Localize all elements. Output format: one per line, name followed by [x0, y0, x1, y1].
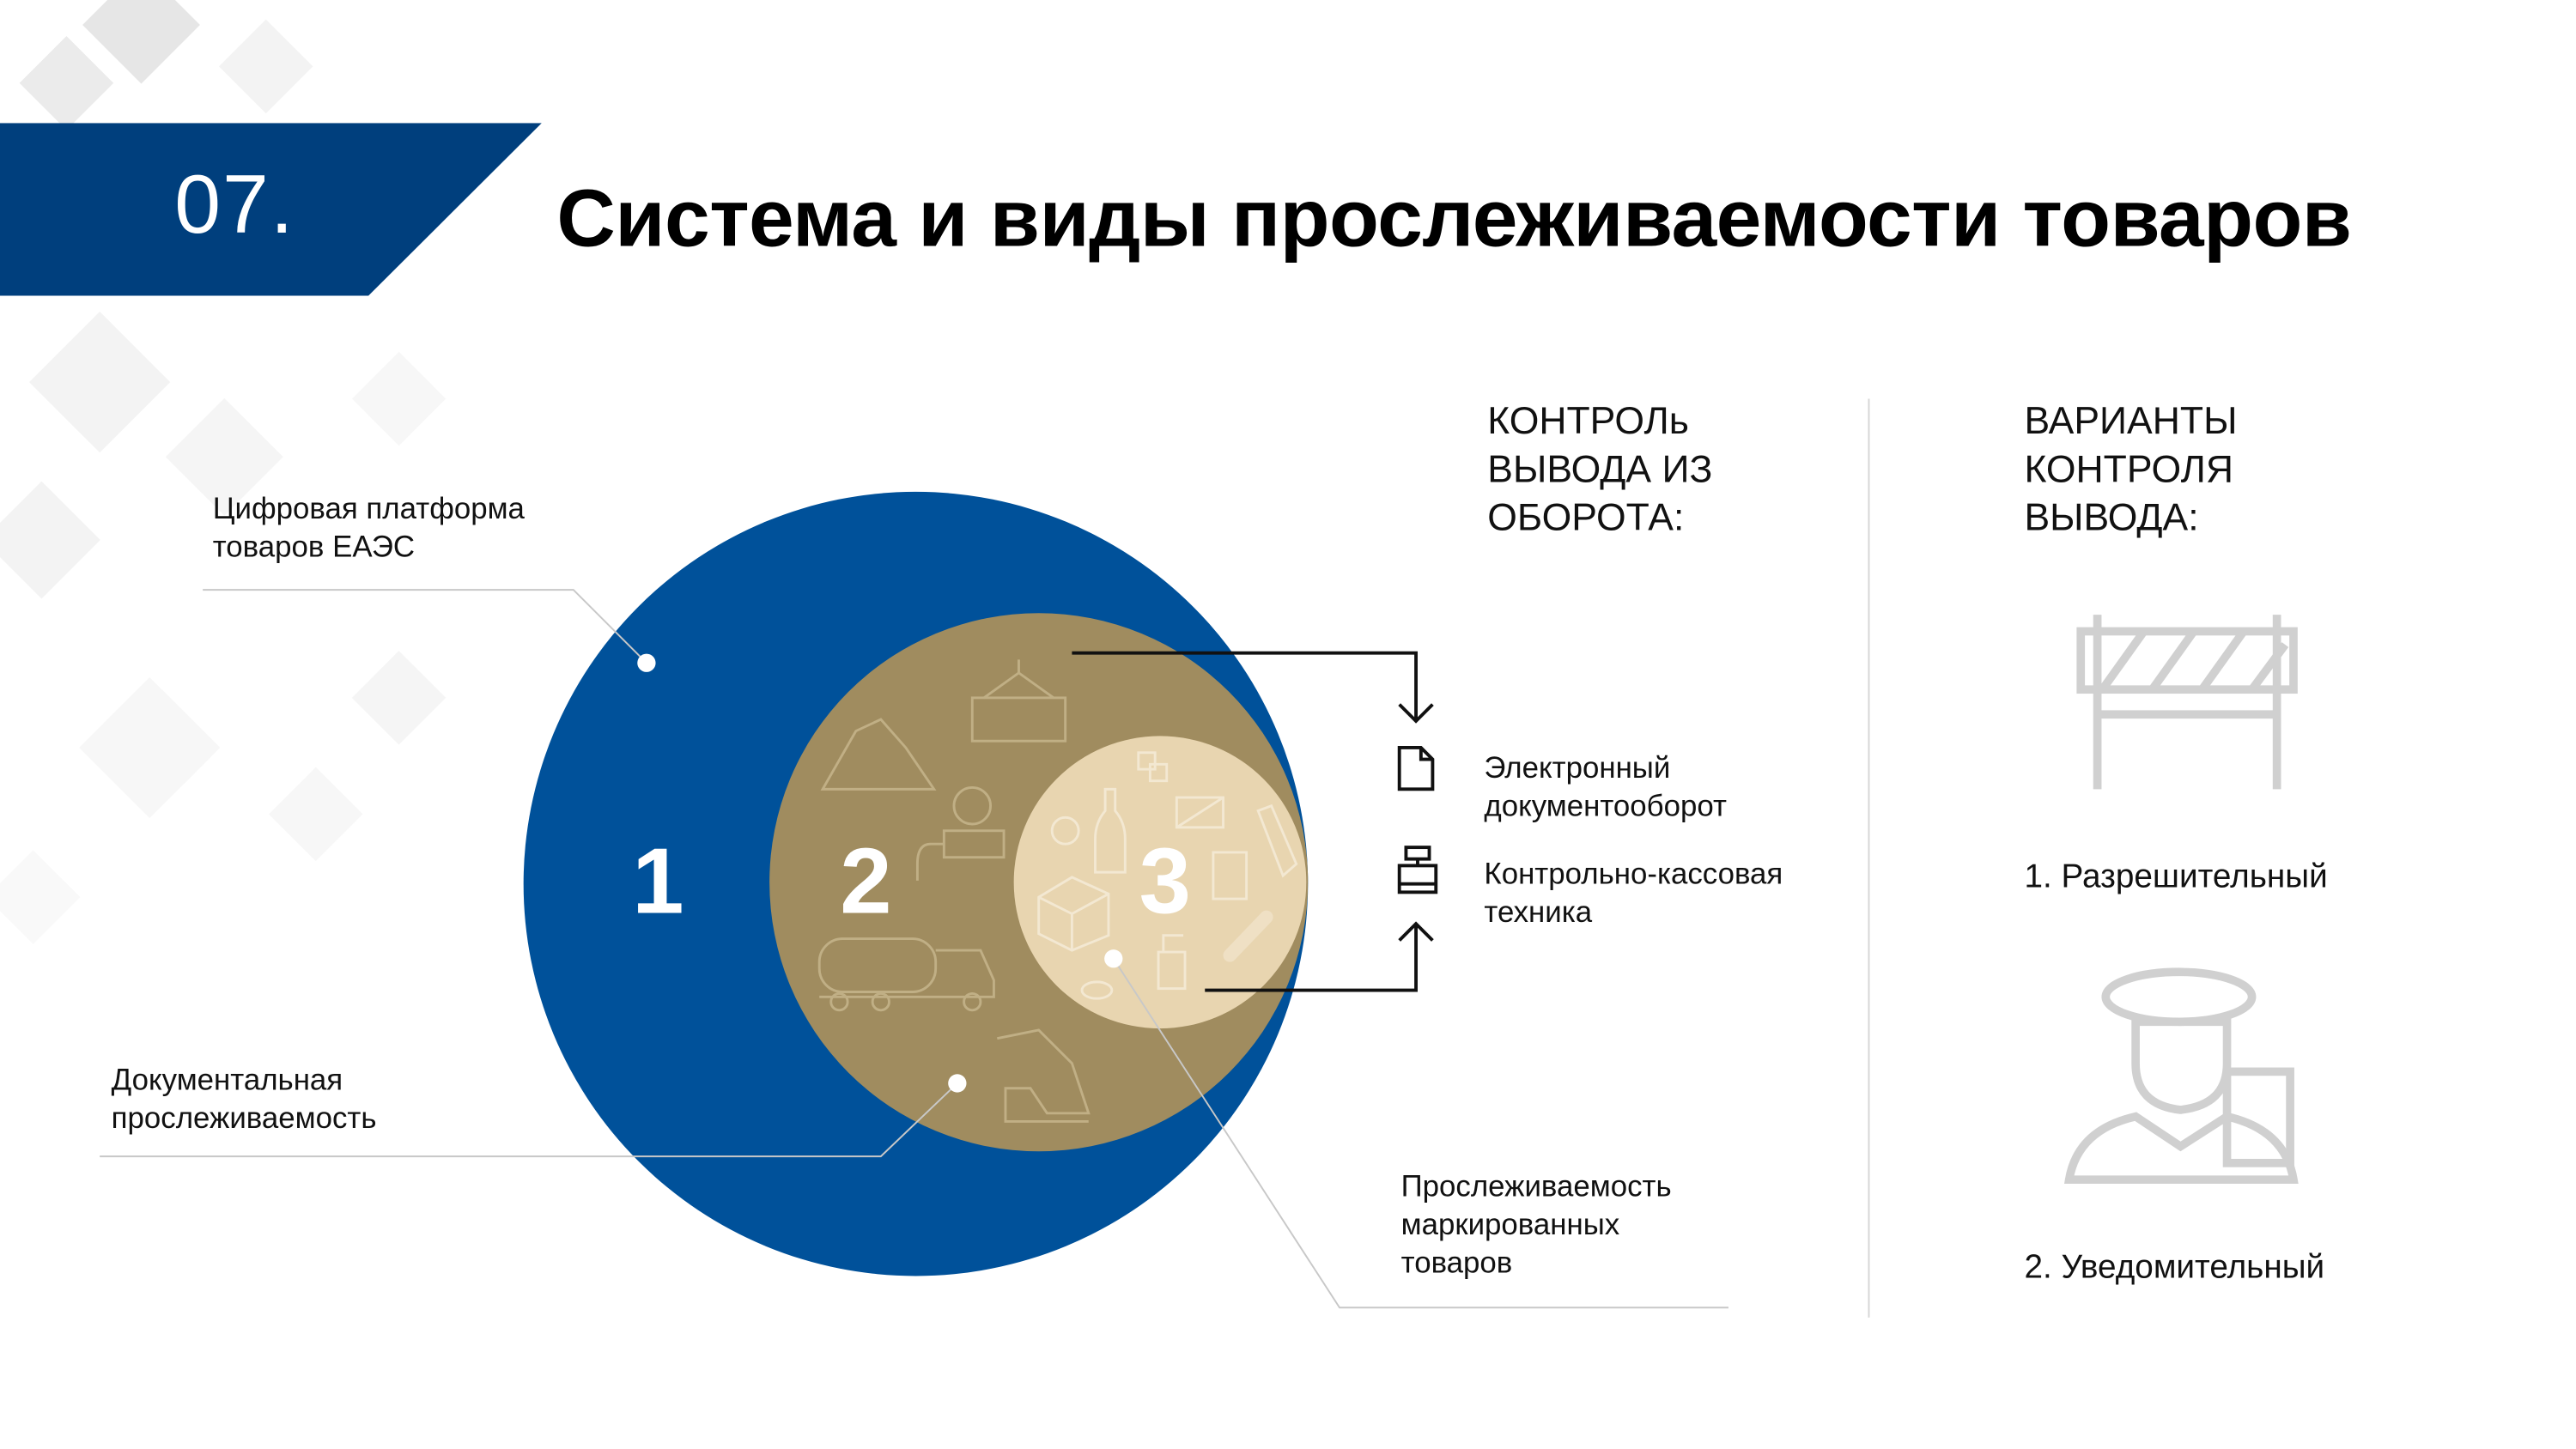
control-item-kkt: Контрольно-кассовая техника — [1484, 856, 1783, 932]
level-3-label: Прослеживаемость маркированных товаров — [1400, 1169, 1672, 1280]
arrow-up — [1205, 924, 1418, 992]
section-number: 07. — [174, 157, 295, 252]
gas-meter-icon — [915, 785, 1005, 881]
control-item-label: техника — [1484, 895, 1593, 929]
cubes-icon — [1137, 751, 1169, 783]
officer-icon — [2063, 967, 2299, 1185]
level-1-number: 1 — [632, 828, 684, 933]
level-2-callout-line — [100, 1082, 958, 1158]
fuel-nozzle-icon — [997, 1028, 1091, 1123]
box-icon — [1037, 876, 1110, 952]
chocolate-icon — [1212, 851, 1249, 900]
level-3-callout-line — [1112, 958, 1728, 1309]
barrier-icon — [2076, 615, 2298, 790]
column-divider — [1868, 398, 1870, 1318]
control-arrows — [1072, 651, 1434, 992]
level-1-dot — [637, 653, 656, 672]
apple-icon — [1050, 815, 1080, 846]
level-2-label: Документальная прослеживаемость — [111, 1063, 377, 1135]
level-3-number: 3 — [1139, 828, 1191, 933]
bottle-icon — [1094, 787, 1127, 874]
level-1-callout-line — [203, 589, 647, 664]
water-bottle-icon — [1256, 803, 1298, 878]
level-3-dot — [1104, 949, 1123, 968]
background-diamond-pattern — [0, 0, 447, 944]
control-heading: КОНТРОЛь ВЫВОДА ИЗ ОБОРОТА: — [1487, 398, 1713, 539]
spray-icon — [1157, 934, 1187, 991]
variant-permissive-label: 1. Разрешительный — [2024, 858, 2328, 896]
document-icon — [1397, 746, 1435, 791]
variant-notification-label: 2. Уведомительный — [2024, 1249, 2325, 1287]
control-item-label: Контрольно-кассовая — [1484, 857, 1783, 891]
level-2-dot — [948, 1074, 967, 1093]
page-title: Система и виды прослеживаемости товаров — [556, 174, 2352, 264]
variants-heading: ВАРИАНТЫ КОНТРОЛЯ ВЫВОДА: — [2024, 398, 2238, 539]
container-icon — [970, 659, 1067, 743]
crate-icon — [1175, 796, 1224, 829]
cash-register-icon — [1397, 846, 1438, 894]
control-item-label: Электронный — [1484, 750, 1671, 785]
arrow-down — [1072, 651, 1418, 722]
control-item-edo: Электронный документооборот — [1484, 749, 1727, 826]
level-1-label: Цифровая платформа товаров ЕАЭС — [212, 491, 525, 564]
mountain-icon — [820, 718, 937, 791]
sausage-icon — [1223, 910, 1273, 962]
tank-truck-icon — [817, 937, 995, 1012]
control-item-label: документооборот — [1484, 789, 1727, 823]
level-2-number: 2 — [840, 828, 892, 933]
candy-icon — [1080, 980, 1114, 1000]
